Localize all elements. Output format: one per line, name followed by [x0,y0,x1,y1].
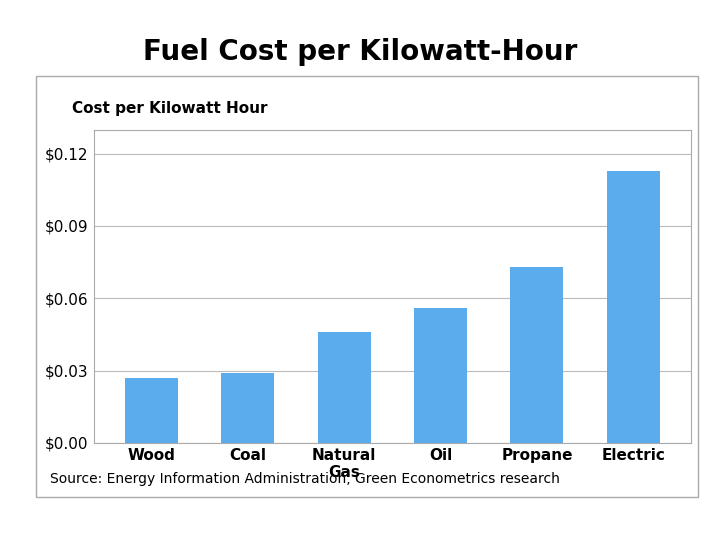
Bar [510,267,564,443]
Text: Cost per Kilowatt Hour: Cost per Kilowatt Hour [72,101,268,116]
Bar [414,308,467,443]
Bar [318,332,371,443]
Text: Fuel Cost per Kilowatt-Hour: Fuel Cost per Kilowatt-Hour [143,38,577,66]
Bar [607,171,660,443]
Bar [221,373,274,443]
Text: Source: Energy Information Administration, Green Econometrics research: Source: Energy Information Administratio… [50,472,560,486]
Bar [125,378,178,443]
